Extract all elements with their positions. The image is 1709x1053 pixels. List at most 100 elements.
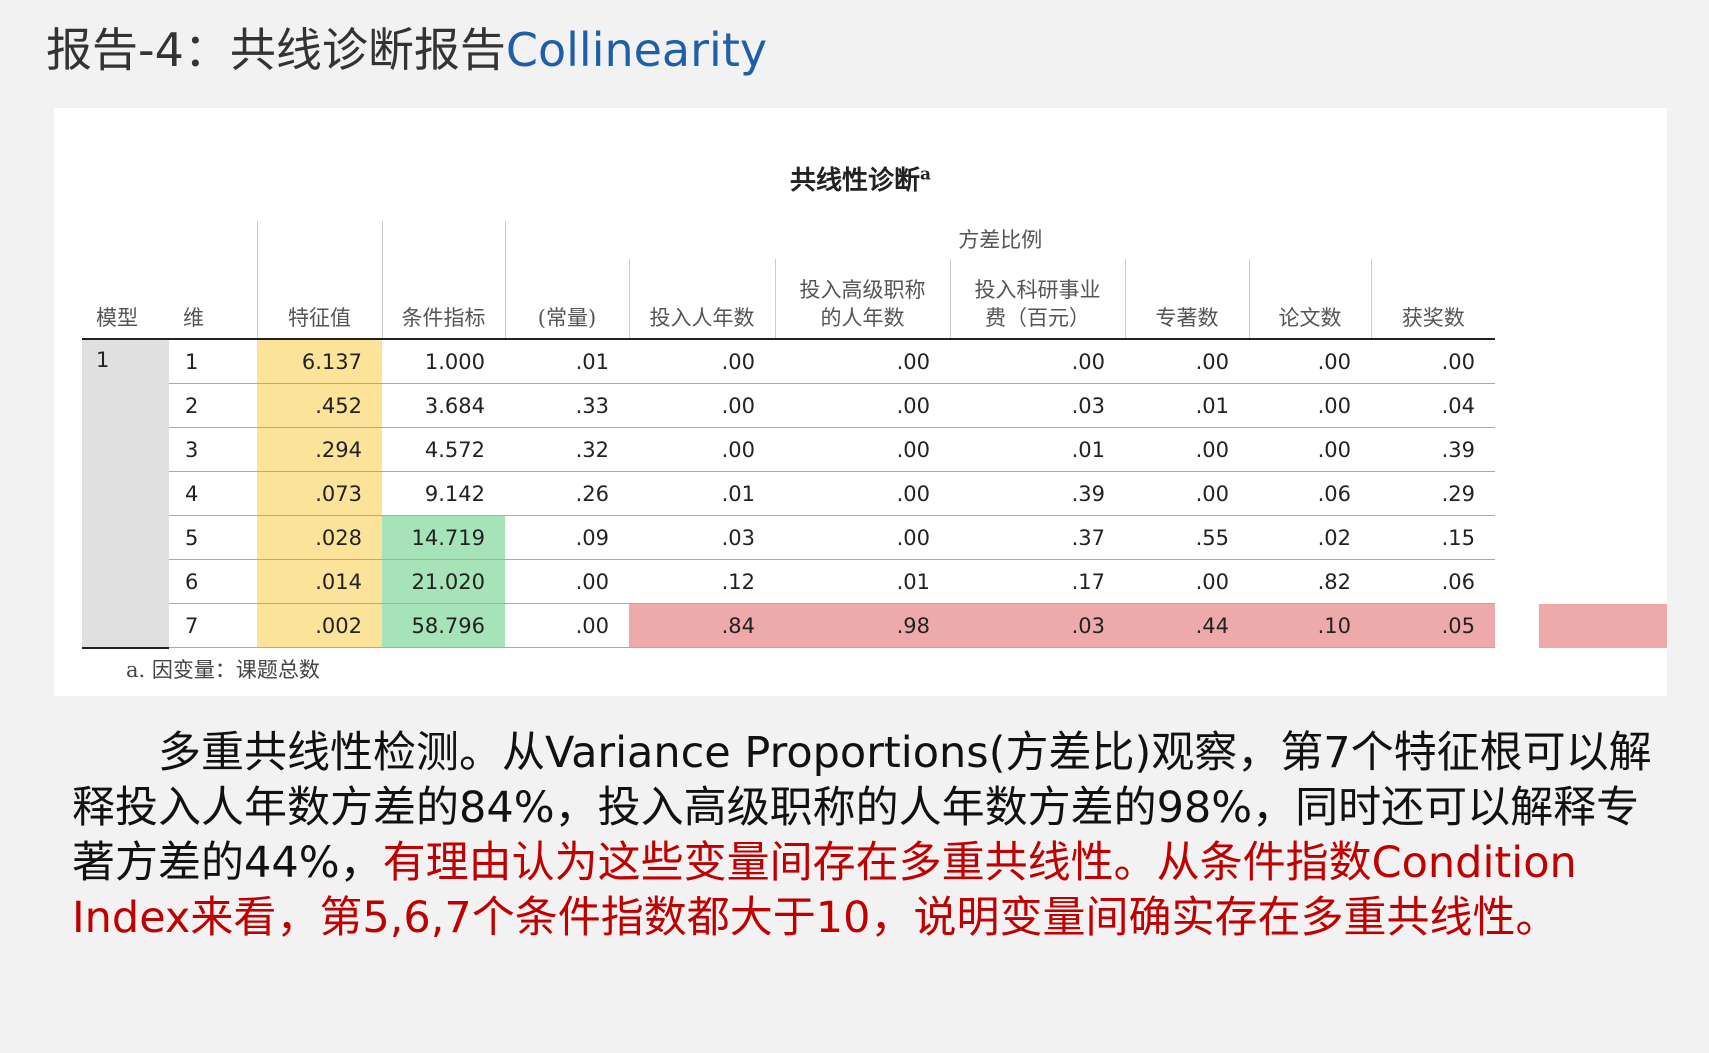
table-row: 7.002 58.796.00.84.98.03.44.10.05	[82, 603, 1495, 648]
table-caption-superscript: a	[920, 164, 932, 185]
condition-index-cell: 21.020	[382, 559, 505, 604]
highlight-row-extension	[1539, 604, 1667, 648]
table-row: 1 1 6.137 1.000.01.00.00.00.00.00.00	[82, 339, 1495, 649]
research-funding-cell: .39	[950, 471, 1125, 516]
papers-cell: .10	[1249, 603, 1371, 648]
papers-cell: .02	[1249, 515, 1371, 560]
eigenvalue-cell: .452	[257, 383, 382, 428]
monographs-cell: .55	[1125, 515, 1249, 560]
explanation-paragraph: 多重共线性检测。从Variance Proportions(方差比)观察，第7个…	[72, 726, 1672, 946]
table-body: 1 1 6.137 1.000.01.00.00.00.00.00.00 2.452 3.…	[82, 339, 1495, 649]
collinearity-table: 方差比例 模型 维 特征值 条件指标 (常量) 投入人年数 投入高级职称 的人年数…	[82, 221, 1495, 649]
papers-cell: .00	[1249, 339, 1371, 384]
constant-cell: .33	[505, 383, 629, 428]
senior-person-years-cell: .00	[775, 471, 950, 516]
constant-cell: .01	[505, 339, 629, 384]
table-row: 5.028 14.719.09.03.00.37.55.02.15	[82, 515, 1495, 560]
table-caption-text: 共线性诊断	[789, 166, 920, 196]
research-funding-cell: .03	[950, 383, 1125, 428]
awards-cell: .39	[1371, 427, 1495, 472]
col-header-eigenvalue: 特征值	[256, 259, 382, 340]
condition-index-cell: 14.719	[382, 515, 505, 560]
col-header-senior-person-years: 投入高级职称 的人年数	[774, 259, 950, 340]
table-footnote: a. 因变量：课题总数	[126, 658, 320, 682]
col-header-dimension: 维	[169, 259, 257, 340]
monographs-cell: .00	[1125, 471, 1249, 516]
monographs-cell: .00	[1125, 339, 1249, 384]
col-header-senior-line2: 的人年数	[820, 306, 905, 330]
table-row: 6.014 21.020.00.12.01.17.00.82.06	[82, 559, 1495, 604]
col-header-senior-line1: 投入高级职称	[799, 278, 926, 302]
col-header-monographs: 专著数	[1124, 259, 1249, 340]
eigenvalue-cell: .294	[257, 427, 382, 472]
person-years-cell: .84	[629, 603, 775, 648]
col-header-funding-line1: 投入科研事业	[974, 278, 1101, 302]
condition-index-cell: 3.684	[382, 383, 505, 428]
research-funding-cell: .17	[950, 559, 1125, 604]
monographs-cell: .01	[1125, 383, 1249, 428]
table-row: 4.073 9.142.26.01.00.39.00.06.29	[82, 471, 1495, 516]
slide-title: 报告-4：共线诊断报告Collinearity	[46, 14, 767, 80]
monographs-cell: .00	[1125, 427, 1249, 472]
model-cell: 1	[82, 339, 169, 649]
awards-cell: .06	[1371, 559, 1495, 604]
header-row: 模型 维 特征值 条件指标 (常量) 投入人年数 投入高级职称 的人年数 投入科研…	[82, 259, 1495, 340]
monographs-cell: .44	[1125, 603, 1249, 648]
senior-person-years-cell: .01	[775, 559, 950, 604]
senior-person-years-cell: .00	[775, 383, 950, 428]
explanation-conclusion: 有理由认为这些变量间存在多重共线性。从条件指数Condition Index来看…	[72, 838, 1577, 943]
header-row-group: 方差比例	[82, 221, 1495, 259]
papers-cell: .00	[1249, 427, 1371, 472]
monographs-cell: .00	[1125, 559, 1249, 604]
dimension-cell: 6	[169, 559, 257, 604]
dimension-cell: 2	[169, 383, 257, 428]
col-header-model: 模型	[82, 259, 169, 340]
person-years-cell: .00	[629, 339, 775, 384]
col-header-awards: 获奖数	[1370, 259, 1495, 340]
papers-cell: .00	[1249, 383, 1371, 428]
person-years-cell: .12	[629, 559, 775, 604]
dimension-cell: 4	[169, 471, 257, 516]
senior-person-years-cell: .00	[775, 339, 950, 384]
slide-title-cn: 报告-4：共线诊断报告	[46, 23, 506, 77]
table-caption: 共线性诊断a	[54, 160, 1667, 197]
condition-index-cell: 58.796	[382, 603, 505, 648]
col-header-research-funding: 投入科研事业 费（百元）	[949, 259, 1125, 340]
senior-person-years-cell: .00	[775, 427, 950, 472]
eigenvalue-cell: .002	[257, 603, 382, 648]
constant-cell: .00	[505, 559, 629, 604]
explanation-text: 多重共线性检测。从Variance Proportions(方差比)观察，第7个…	[72, 728, 1652, 888]
table-panel: 共线性诊断a 方差比例 模型 维 特征值 条件指标 (常量) 投入人年数 投入高…	[54, 108, 1667, 696]
table-row: 3.294 4.572.32.00.00.01.00.00.39	[82, 427, 1495, 472]
awards-cell: .04	[1371, 383, 1495, 428]
col-header-constant: (常量)	[504, 259, 629, 340]
awards-cell: .00	[1371, 339, 1495, 384]
dimension-cell: 3	[169, 427, 257, 472]
research-funding-cell: .00	[950, 339, 1125, 384]
senior-person-years-cell: .98	[775, 603, 950, 648]
constant-cell: .26	[505, 471, 629, 516]
person-years-cell: .03	[629, 515, 775, 560]
research-funding-cell: .01	[950, 427, 1125, 472]
awards-cell: .29	[1371, 471, 1495, 516]
condition-index-cell: 4.572	[382, 427, 505, 472]
dimension-cell: 7	[169, 603, 257, 648]
col-header-condition-index: 条件指标	[381, 259, 505, 340]
eigenvalue-cell: .028	[257, 515, 382, 560]
papers-cell: .82	[1249, 559, 1371, 604]
research-funding-cell: .37	[950, 515, 1125, 560]
research-funding-cell: .03	[950, 603, 1125, 648]
col-header-person-years: 投入人年数	[628, 259, 775, 340]
variance-proportions-header: 方差比例	[504, 221, 1495, 259]
person-years-cell: .01	[629, 471, 775, 516]
senior-person-years-cell: .00	[775, 515, 950, 560]
dimension-cell: 1	[169, 339, 257, 384]
table-row: 2.452 3.684.33.00.00.03.01.00.04	[82, 383, 1495, 428]
slide-title-en: Collinearity	[505, 23, 768, 77]
col-header-funding-line2: 费（百元）	[985, 306, 1090, 330]
papers-cell: .06	[1249, 471, 1371, 516]
constant-cell: .00	[505, 603, 629, 648]
awards-cell: .15	[1371, 515, 1495, 560]
col-header-papers: 论文数	[1248, 259, 1371, 340]
eigenvalue-cell: 6.137	[257, 339, 382, 384]
